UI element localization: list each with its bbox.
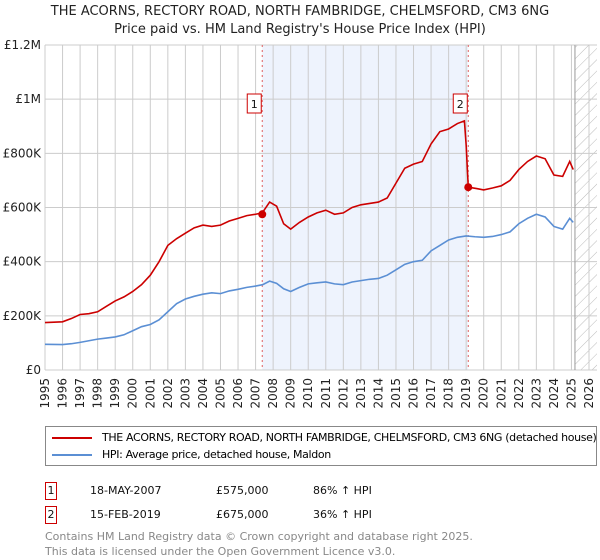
y-tick-label: £400K: [3, 255, 43, 269]
x-tick-label: 2010: [301, 378, 315, 409]
sale-hpi-diff: 86% ↑ HPI: [313, 484, 372, 497]
x-tick-label: 2021: [494, 378, 508, 409]
hpi-line: [44, 213, 574, 346]
x-tick-label: 2005: [213, 378, 227, 409]
property-price-line: [44, 119, 574, 324]
x-tick-label: 2008: [266, 378, 280, 409]
x-tick-label: 2003: [178, 378, 192, 409]
chart-subtitle: Price paid vs. HM Land Registry's House …: [114, 22, 486, 37]
y-tick-label: £800K: [3, 146, 43, 160]
x-tick-label: 2006: [231, 378, 245, 409]
x-tick-label: 2009: [284, 378, 298, 409]
x-tick-label: 2000: [126, 378, 140, 409]
footer-licence: This data is licensed under the Open Gov…: [45, 545, 396, 558]
x-tick-label: 2018: [442, 378, 456, 409]
legend-swatch-hpi: [52, 454, 92, 456]
x-tick-label: 2024: [547, 378, 561, 409]
legend: THE ACORNS, RECTORY ROAD, NORTH FAMBRIDG…: [45, 426, 597, 466]
sale-annotation-label: 1: [251, 98, 258, 111]
sale-point: [464, 183, 473, 192]
sale-price: £675,000: [216, 508, 269, 521]
y-tick-label: £1.2M: [4, 38, 41, 52]
x-tick-label: 2016: [407, 378, 421, 409]
x-tick-label: 2019: [459, 378, 473, 409]
legend-label-hpi: HPI: Average price, detached house, Mald…: [102, 448, 331, 461]
sale-annotation-label: 2: [457, 98, 464, 111]
sale-annotation-box: [246, 93, 262, 114]
x-tick-label: 2015: [389, 378, 403, 409]
sale-hpi-diff: 36% ↑ HPI: [313, 508, 372, 521]
x-tick-label: 2001: [143, 378, 157, 409]
sale-marker: 2: [45, 506, 57, 524]
footer-copyright: Contains HM Land Registry data © Crown c…: [45, 530, 473, 543]
x-tick-label: 2017: [424, 378, 438, 409]
legend-swatch-property: [52, 437, 92, 439]
x-tick-label: 2023: [529, 378, 543, 409]
sale-point: [258, 210, 267, 219]
x-tick-label: 2007: [249, 378, 263, 409]
x-tick-label: 2025: [564, 378, 578, 409]
sale-annotation-box: [452, 93, 468, 114]
x-tick-label: 2022: [512, 378, 526, 409]
x-tick-label: 2014: [371, 378, 385, 409]
legend-label-property: THE ACORNS, RECTORY ROAD, NORTH FAMBRIDG…: [102, 431, 597, 444]
y-tick-label: £0: [26, 363, 41, 377]
sale-date: 18-MAY-2007: [90, 484, 162, 497]
x-tick-label: 2002: [161, 378, 175, 409]
sale-marker: 1: [45, 482, 57, 500]
chart-title: THE ACORNS, RECTORY ROAD, NORTH FAMBRIDG…: [50, 4, 550, 19]
x-tick-label: 2026: [582, 378, 596, 409]
x-tick-label: 1998: [91, 378, 105, 409]
sale-date: 15-FEB-2019: [90, 508, 161, 521]
y-tick-label: £600K: [3, 201, 43, 215]
x-tick-label: 1996: [56, 378, 70, 409]
x-tick-label: 2012: [336, 378, 350, 409]
x-tick-label: 1999: [108, 378, 122, 409]
y-tick-label: £1M: [15, 92, 41, 106]
x-tick-label: 2011: [319, 378, 333, 409]
sale-price: £575,000: [216, 484, 269, 497]
x-tick-label: 2013: [354, 378, 368, 409]
x-tick-label: 1995: [38, 378, 52, 409]
x-tick-label: 1997: [73, 378, 87, 409]
x-tick-label: 2004: [196, 378, 210, 409]
y-tick-label: £200K: [3, 309, 43, 323]
x-tick-label: 2020: [477, 378, 491, 409]
price-chart: 1995 1996 1997 1998 1999 2000 2001 2002 2003 2004…: [3, 38, 597, 409]
